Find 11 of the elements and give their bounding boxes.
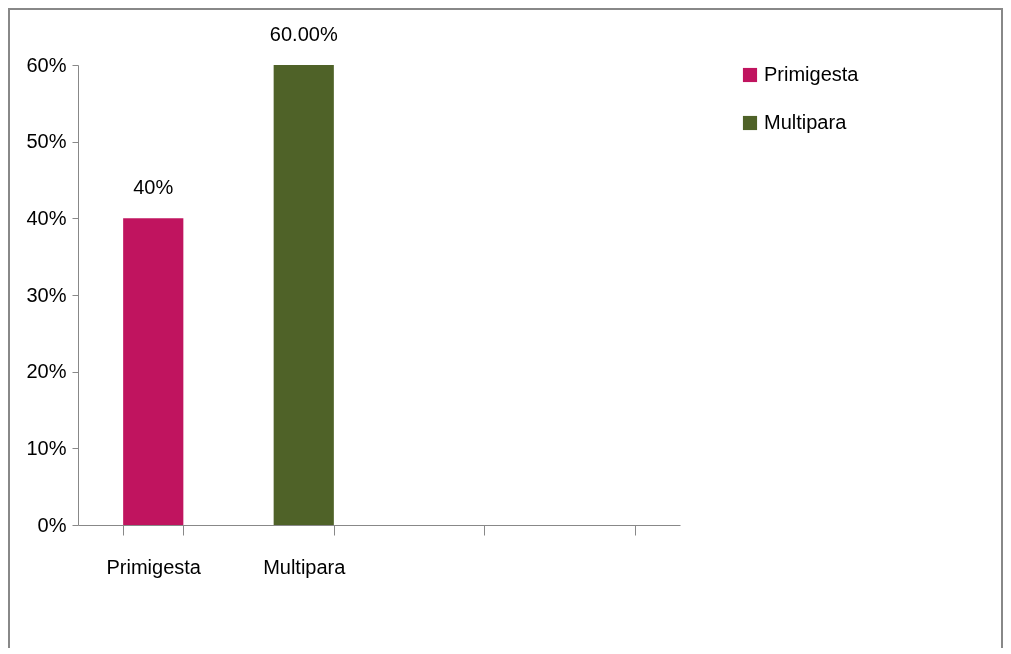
y-tick-label: 40% bbox=[26, 206, 67, 229]
y-tick-label: 20% bbox=[26, 360, 67, 383]
legend-label: Multipara bbox=[764, 111, 848, 133]
y-tick-label: 0% bbox=[37, 513, 67, 536]
y-tick-label: 30% bbox=[26, 283, 67, 306]
data-label: 60.00% bbox=[269, 23, 338, 45]
y-tick-label: 60% bbox=[26, 53, 67, 76]
y-tick-label: 10% bbox=[26, 436, 67, 459]
y-tick-label: 50% bbox=[26, 130, 67, 153]
legend-label: Primigesta bbox=[764, 63, 860, 85]
data-label: 40% bbox=[133, 176, 174, 199]
